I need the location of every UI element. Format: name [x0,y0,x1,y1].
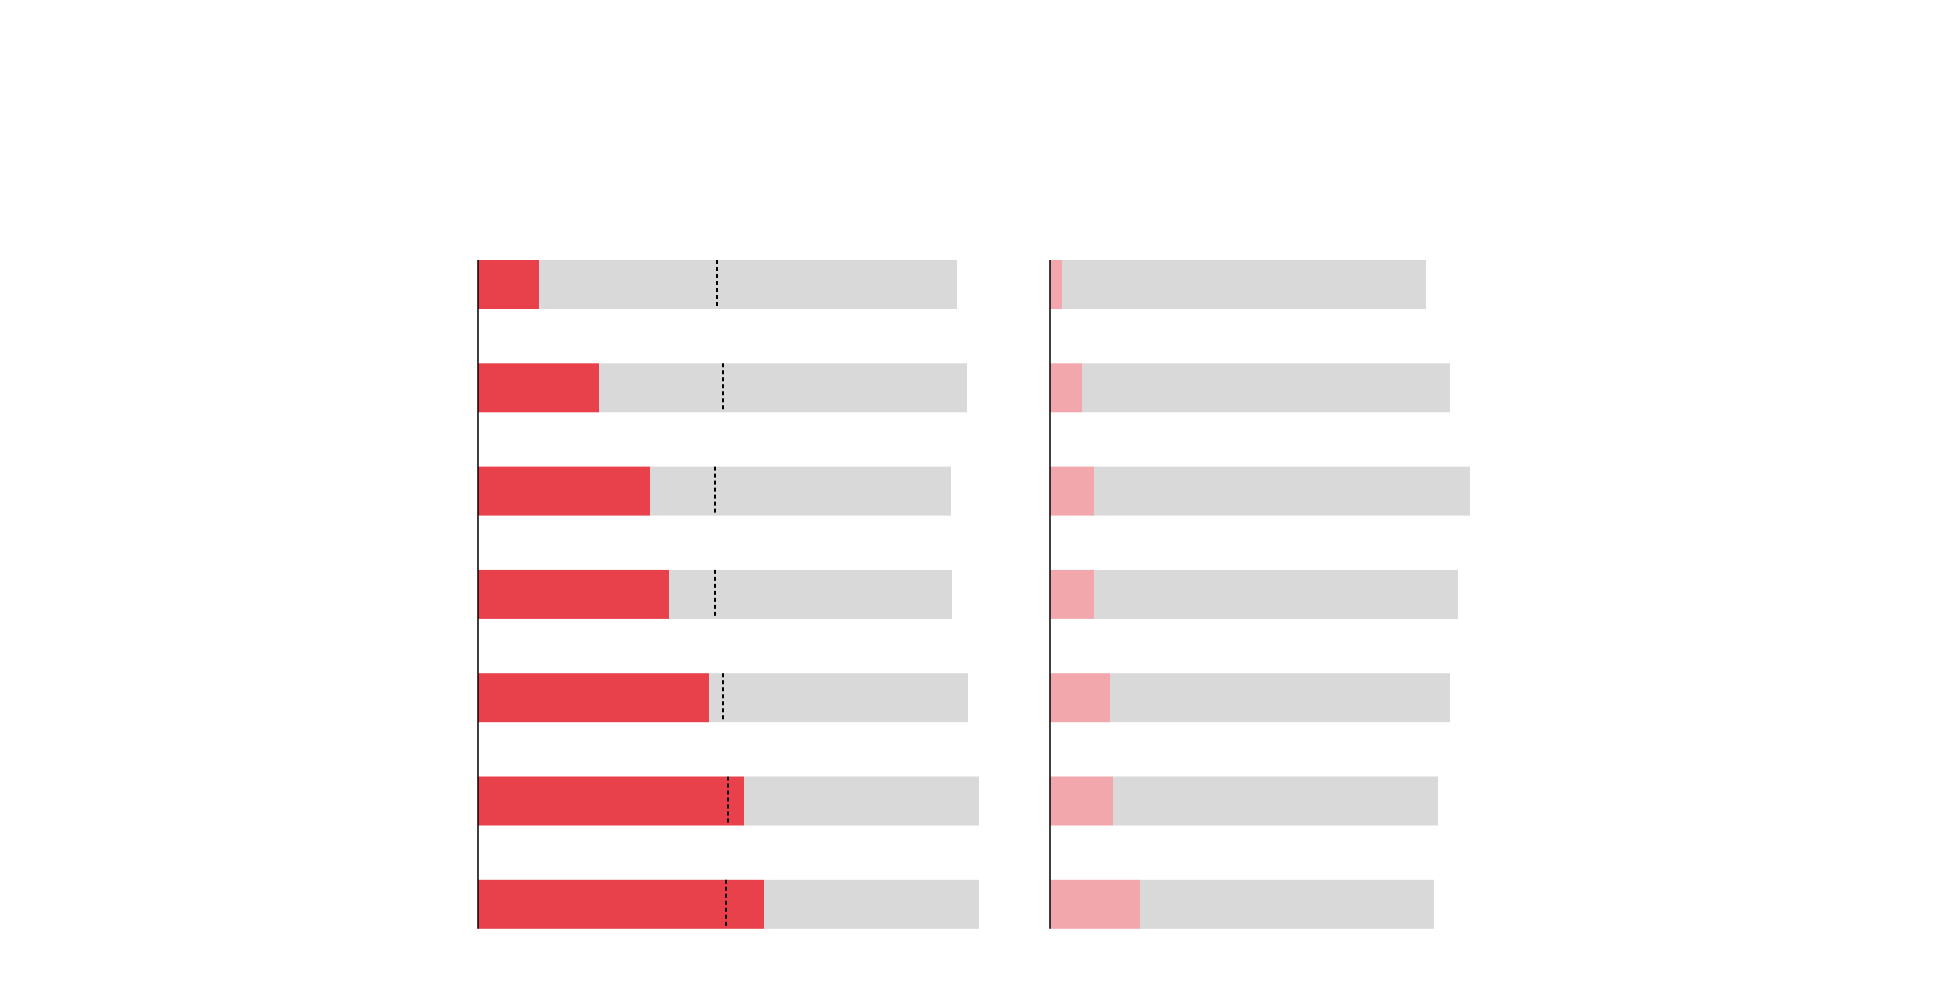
left-bar-track-6 [744,776,979,826]
left-bar-track-3 [650,466,951,516]
right-bar-value-5 [1050,673,1110,723]
right-bar-value-7 [1050,879,1140,929]
right-bar-track-3 [1094,466,1470,516]
right-bar-track-6 [1113,776,1438,826]
left-bar-track-5 [709,673,968,723]
right-bar-value-6 [1050,776,1113,826]
right-bar-value-2 [1050,363,1082,413]
left-bar-value-7 [478,879,764,929]
left-chart-panel [477,260,979,929]
right-bar-track-7 [1140,879,1434,929]
left-bar-value-1 [478,260,539,309]
right-bar-track-2 [1082,363,1450,413]
right-chart-panel [1049,260,1470,929]
right-bar-track-5 [1110,673,1450,723]
left-bar-track-2 [599,363,967,413]
left-bar-value-2 [478,363,599,413]
left-bar-track-4 [669,569,952,619]
left-bar-track-1 [539,260,957,309]
left-bar-track-7 [764,879,979,929]
right-bar-value-4 [1050,569,1094,619]
left-bar-value-3 [478,466,650,516]
right-bar-track-1 [1062,260,1426,309]
left-bar-value-6 [478,776,744,826]
right-bar-track-4 [1094,569,1458,619]
right-bar-value-1 [1050,260,1062,309]
right-bar-value-3 [1050,466,1094,516]
left-bar-value-4 [478,569,669,619]
left-bar-value-5 [478,673,709,723]
